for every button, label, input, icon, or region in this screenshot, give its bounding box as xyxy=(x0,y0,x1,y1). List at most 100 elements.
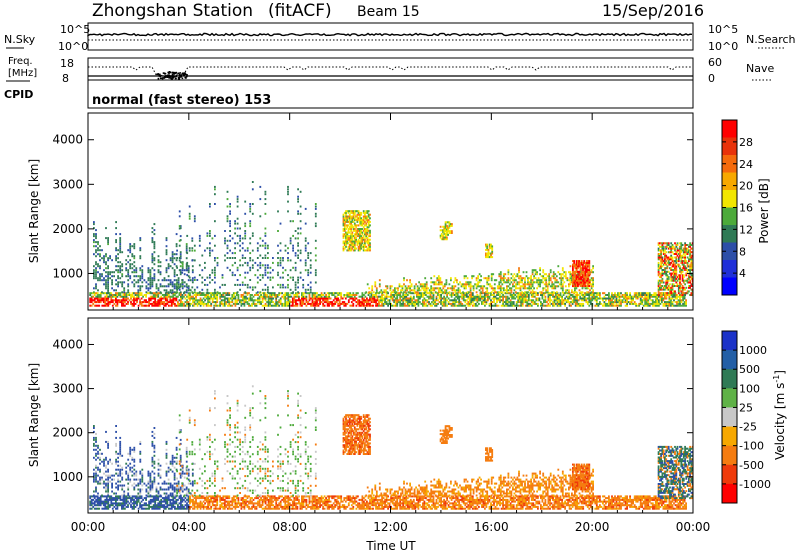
power-cell xyxy=(356,244,359,246)
power-cell xyxy=(277,210,279,213)
power-cell xyxy=(117,261,119,264)
power-cell xyxy=(573,261,576,264)
power-cell xyxy=(229,301,232,304)
power-cell xyxy=(647,302,650,305)
power-cell xyxy=(101,249,103,252)
power-cell xyxy=(277,230,279,232)
power-cell xyxy=(254,286,257,289)
power-cell xyxy=(95,283,97,286)
power-cell xyxy=(517,294,520,296)
power-cell xyxy=(279,299,282,302)
power-cell xyxy=(153,243,156,246)
power-cell xyxy=(278,301,281,304)
power-cell xyxy=(353,224,356,227)
power-cell xyxy=(521,295,524,298)
power-cell xyxy=(406,287,408,290)
power-cell xyxy=(654,292,657,295)
power-cell xyxy=(342,245,345,248)
power-cell xyxy=(255,304,258,307)
power-cell xyxy=(191,281,194,284)
power-cell xyxy=(261,301,264,304)
power-cell xyxy=(351,233,354,236)
power-cell xyxy=(545,285,548,288)
power-cell xyxy=(290,301,293,304)
power-cell xyxy=(672,276,675,279)
power-cell xyxy=(509,295,512,298)
power-cell xyxy=(226,205,229,208)
power-cell xyxy=(549,299,551,302)
power-cell xyxy=(122,299,125,302)
power-cell xyxy=(579,276,582,279)
power-cell xyxy=(502,301,504,304)
power-cell xyxy=(394,289,396,292)
power-cell xyxy=(133,285,136,288)
power-cell xyxy=(211,292,214,295)
power-cell xyxy=(211,294,214,296)
power-cell xyxy=(647,294,650,296)
power-cell xyxy=(677,249,680,252)
power-cell xyxy=(659,297,662,300)
power-cell xyxy=(462,283,464,286)
power-cell xyxy=(437,294,439,296)
power-cell xyxy=(348,222,351,225)
power-cell xyxy=(209,252,211,255)
power-cell xyxy=(279,297,282,300)
nave-point xyxy=(186,74,188,76)
power-cell xyxy=(302,302,305,305)
power-cell xyxy=(670,258,673,261)
power-cell xyxy=(571,273,573,276)
power-cell xyxy=(169,295,172,298)
power-cell xyxy=(434,302,436,305)
power-cell xyxy=(183,269,186,272)
power-cell xyxy=(349,292,352,295)
power-cell xyxy=(307,257,310,259)
power-cell xyxy=(584,279,587,282)
power-cell xyxy=(660,276,662,279)
power-cell xyxy=(273,294,276,296)
power-cell xyxy=(487,277,490,280)
power-cell xyxy=(287,210,289,213)
power-cell xyxy=(620,299,622,302)
power-cell xyxy=(480,291,482,294)
power-cell xyxy=(620,292,622,295)
power-cell xyxy=(493,295,495,298)
power-cell xyxy=(195,294,197,296)
power-cell xyxy=(626,292,628,295)
power-cell xyxy=(173,253,176,256)
power-cell xyxy=(437,283,440,286)
power-cell xyxy=(370,297,373,300)
power-cell xyxy=(485,301,488,304)
power-cell xyxy=(183,291,186,294)
power-cell xyxy=(635,295,638,298)
power-cell xyxy=(406,301,409,304)
power-cell xyxy=(648,304,651,307)
power-cell xyxy=(163,295,166,298)
power-cell xyxy=(657,254,660,257)
power-cell xyxy=(552,301,554,304)
power-cell xyxy=(331,304,334,307)
power-cell xyxy=(347,295,350,298)
power-cell xyxy=(256,242,259,245)
power-cell xyxy=(240,304,243,307)
power-cell xyxy=(615,297,618,300)
power-cell xyxy=(390,294,392,296)
power-cell xyxy=(140,302,143,305)
power-cell xyxy=(447,301,450,304)
power-cell xyxy=(193,294,196,296)
power-cell xyxy=(190,302,193,305)
power-cell xyxy=(501,279,504,282)
power-cell xyxy=(356,213,359,216)
power-cell xyxy=(626,295,628,298)
power-cell xyxy=(131,263,134,266)
power-cell xyxy=(287,193,289,196)
power-cell xyxy=(378,291,381,294)
power-cell xyxy=(623,294,625,296)
power-cell xyxy=(450,292,453,295)
power-cell xyxy=(282,257,284,259)
power-cell xyxy=(359,249,361,252)
power-cell xyxy=(530,294,533,296)
power-cell xyxy=(184,304,187,307)
power-cell xyxy=(282,302,285,305)
power-cell xyxy=(307,274,310,277)
power-cell xyxy=(565,299,568,302)
